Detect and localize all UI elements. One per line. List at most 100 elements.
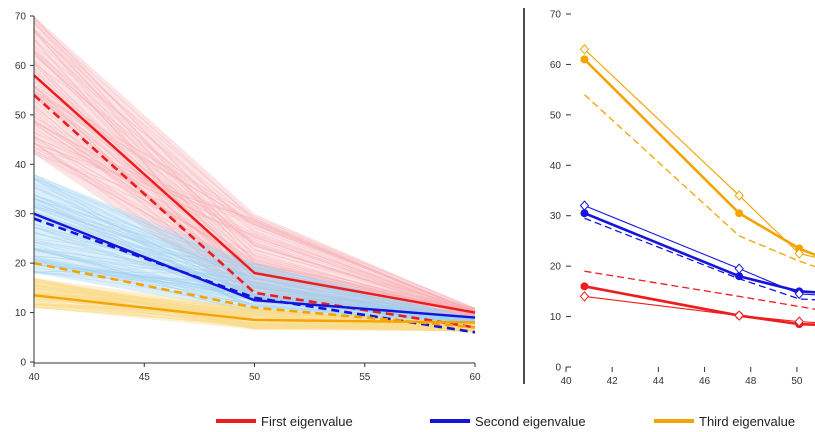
x-tick-label: 40 bbox=[28, 372, 40, 383]
y-tick-label: 10 bbox=[15, 308, 27, 319]
band-line bbox=[33, 138, 476, 314]
series-line-2 bbox=[33, 94, 476, 329]
band-line bbox=[33, 270, 476, 325]
band-line bbox=[33, 121, 476, 317]
band-line bbox=[33, 147, 476, 309]
band-line bbox=[33, 20, 476, 310]
band-line bbox=[33, 291, 476, 328]
band-line bbox=[33, 67, 476, 314]
band-line bbox=[33, 135, 476, 318]
right-chart: 0 10 20 30 40 50 60 70 40 42 44 46 48 50 bbox=[550, 10, 815, 387]
band-line bbox=[33, 96, 476, 311]
band-line bbox=[33, 45, 476, 313]
band-line bbox=[33, 39, 476, 315]
x-tick-label: 40 bbox=[560, 376, 572, 387]
band-line bbox=[33, 295, 476, 327]
band-line bbox=[33, 85, 476, 310]
band-line bbox=[33, 255, 476, 325]
band-line bbox=[33, 137, 476, 312]
band-line bbox=[33, 304, 476, 332]
band-line bbox=[33, 50, 476, 313]
band-line bbox=[33, 290, 476, 325]
band-line bbox=[33, 203, 476, 327]
band-line bbox=[33, 284, 476, 330]
band-line bbox=[33, 284, 476, 330]
band-line bbox=[33, 304, 476, 330]
legend: First eigenvalue Second eigenvalue Third e… bbox=[216, 414, 795, 429]
band-line bbox=[33, 292, 476, 329]
band-line bbox=[33, 193, 476, 324]
band-line bbox=[33, 263, 476, 322]
band-line bbox=[33, 89, 476, 311]
y-tick-label: 50 bbox=[15, 110, 27, 121]
band-line bbox=[33, 152, 476, 314]
band-line bbox=[33, 81, 476, 318]
band-line bbox=[33, 174, 476, 321]
band-line bbox=[33, 307, 476, 326]
band-line bbox=[33, 30, 476, 318]
band-line bbox=[33, 288, 476, 329]
band-line bbox=[33, 288, 476, 331]
x-tick-label: 42 bbox=[607, 376, 619, 387]
band-line bbox=[33, 63, 476, 316]
band-line bbox=[33, 137, 476, 309]
band-line bbox=[33, 119, 476, 313]
data-point-diamond bbox=[579, 291, 590, 302]
band-line bbox=[33, 279, 476, 330]
band-line bbox=[33, 288, 476, 332]
band-line bbox=[33, 248, 476, 322]
band-line bbox=[33, 207, 476, 327]
band-line bbox=[33, 286, 476, 328]
series-line-1 bbox=[584, 285, 815, 326]
band-line bbox=[33, 21, 476, 318]
band-line bbox=[33, 31, 476, 316]
y-tick-label: 20 bbox=[550, 262, 562, 273]
band-line bbox=[33, 278, 476, 329]
x-tick-label: 48 bbox=[745, 376, 757, 387]
band-line bbox=[33, 142, 476, 317]
band-line bbox=[33, 199, 476, 323]
band-line bbox=[33, 17, 476, 316]
band-line bbox=[33, 303, 476, 329]
band-line bbox=[33, 91, 476, 316]
band-line bbox=[33, 247, 476, 324]
band-line bbox=[33, 127, 476, 313]
data-point-circle bbox=[735, 209, 744, 218]
data-point-diamond bbox=[734, 310, 744, 321]
band-line bbox=[33, 292, 476, 324]
band-line bbox=[33, 195, 476, 326]
x-tick-label: 55 bbox=[359, 372, 371, 383]
band-line bbox=[33, 28, 476, 314]
band-line bbox=[33, 279, 476, 331]
band-line bbox=[33, 293, 476, 331]
band-line bbox=[33, 287, 476, 329]
series-line-8 bbox=[584, 48, 815, 258]
data-point-circle bbox=[735, 272, 744, 281]
band-line bbox=[33, 287, 476, 331]
band-line bbox=[33, 124, 476, 312]
band-line bbox=[33, 194, 476, 326]
band-line bbox=[33, 92, 476, 311]
band-line bbox=[33, 85, 476, 312]
y-tick-label: 20 bbox=[15, 259, 27, 270]
band-line bbox=[33, 150, 476, 316]
band-line bbox=[33, 238, 476, 320]
data-point-diamond bbox=[794, 316, 804, 327]
band-line bbox=[33, 31, 476, 315]
band-line bbox=[33, 203, 476, 320]
band-line bbox=[33, 280, 476, 328]
band-line bbox=[33, 77, 476, 315]
x-tick-label: 44 bbox=[653, 376, 665, 387]
band-line bbox=[33, 143, 476, 316]
series-line-5 bbox=[584, 205, 815, 296]
band-line bbox=[33, 292, 476, 332]
band-line bbox=[33, 223, 476, 326]
band-line bbox=[33, 306, 476, 333]
band-line bbox=[33, 104, 476, 310]
band-line bbox=[33, 194, 476, 327]
band-line bbox=[33, 306, 476, 331]
x-tick-label: 50 bbox=[249, 372, 261, 383]
band-line bbox=[33, 142, 476, 314]
y-tick-label: 0 bbox=[20, 358, 26, 369]
band-line bbox=[33, 50, 476, 313]
